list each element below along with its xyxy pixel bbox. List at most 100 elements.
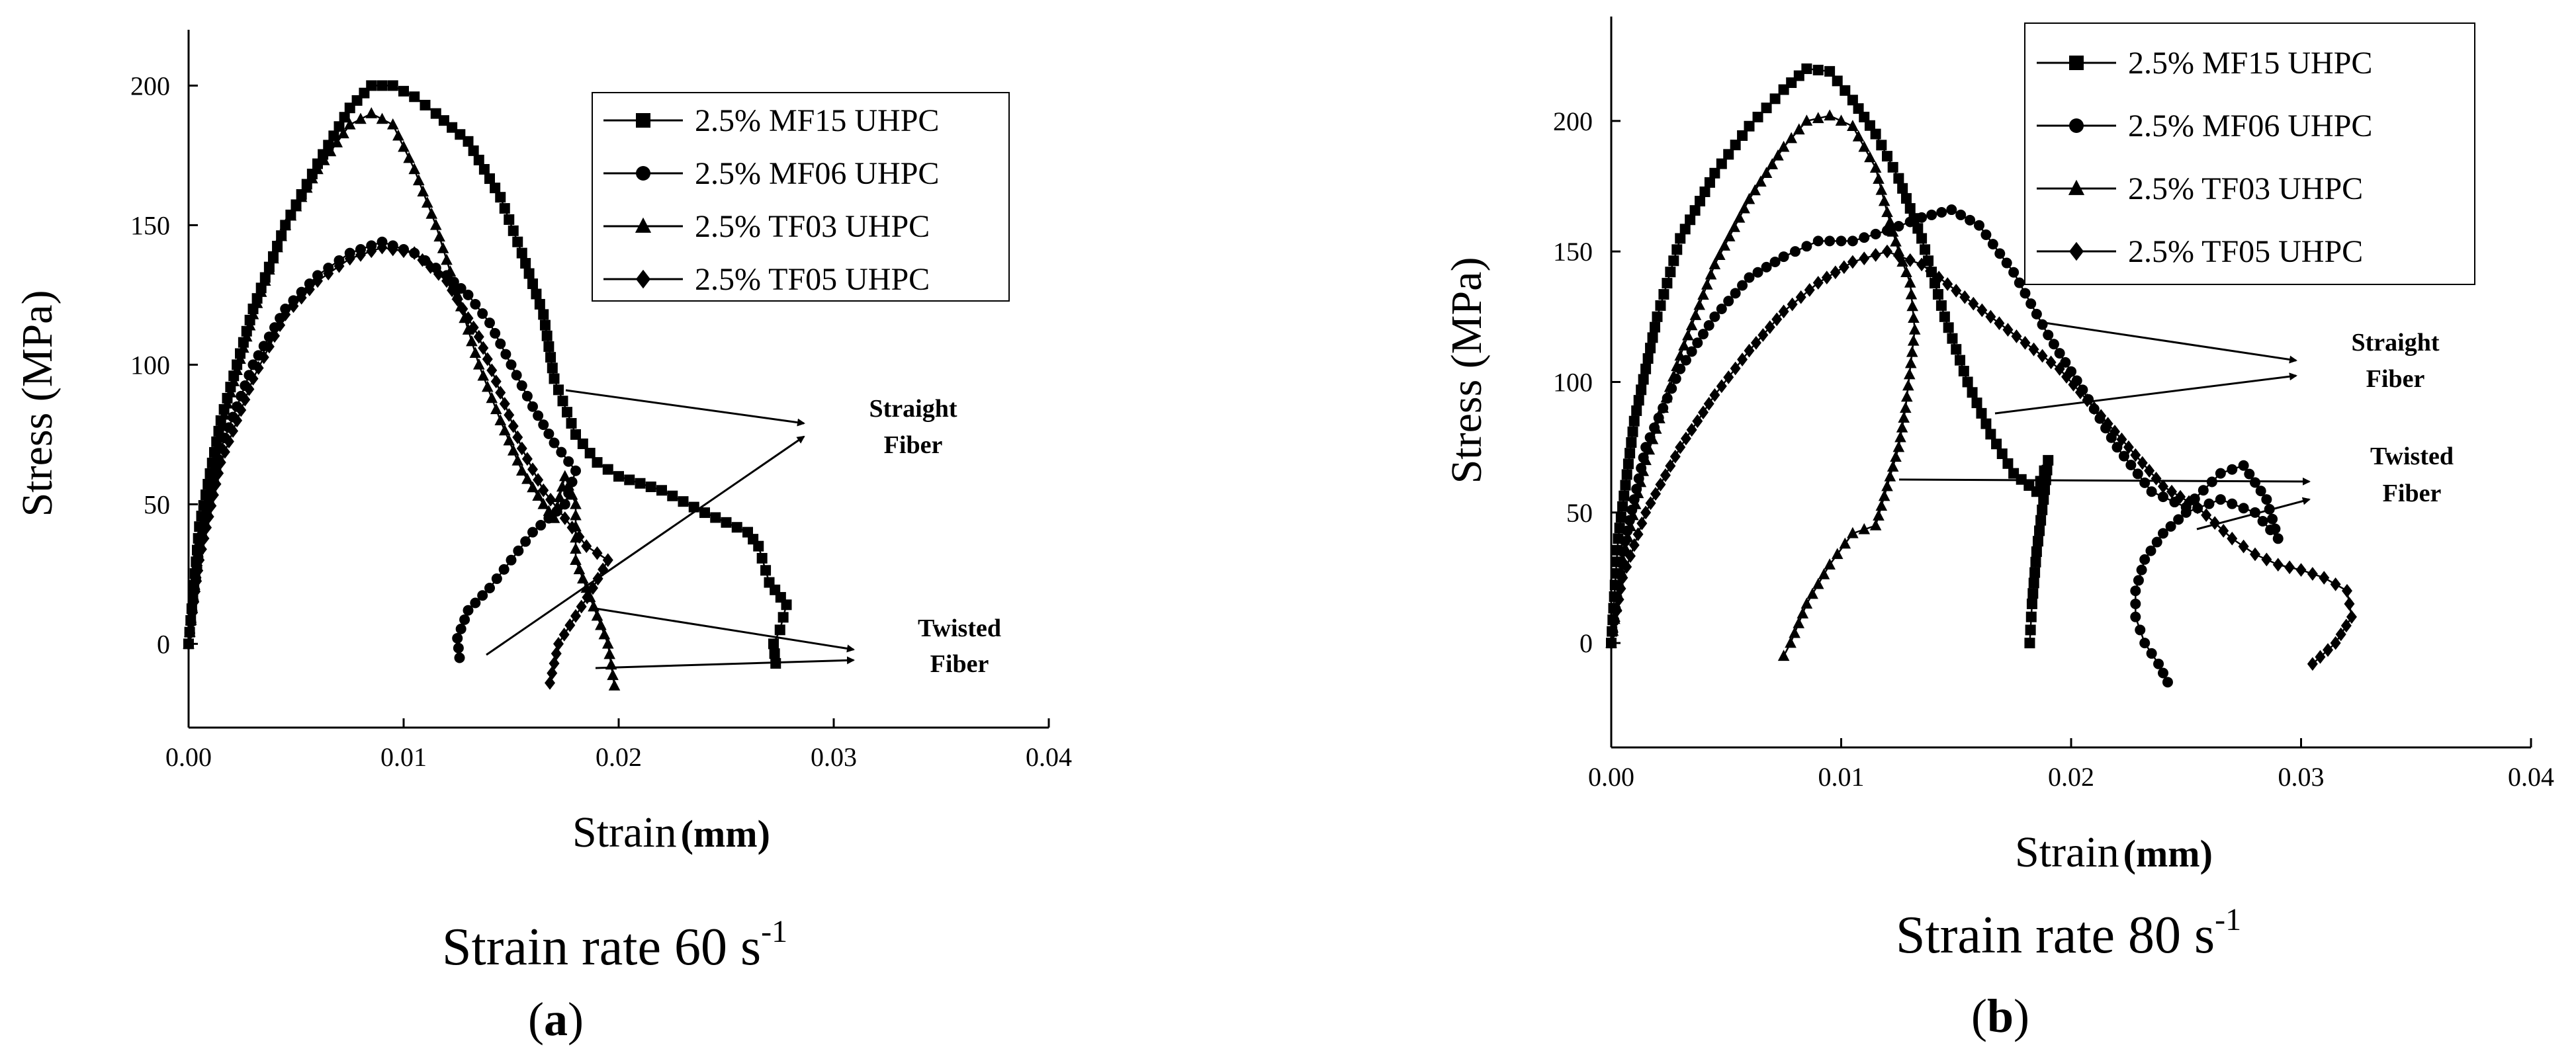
series-line	[187, 241, 577, 658]
data-point	[186, 616, 197, 630]
data-point	[1789, 626, 1800, 638]
data-point	[1873, 509, 1885, 521]
data-point	[267, 252, 279, 264]
data-point	[1660, 391, 1673, 403]
data-point	[1703, 396, 1714, 411]
data-point	[607, 669, 619, 681]
annotation-arrow	[2044, 321, 2297, 364]
data-point	[403, 151, 415, 163]
data-point	[2227, 498, 2238, 509]
data-point	[541, 330, 553, 341]
data-point	[490, 327, 501, 339]
data-point	[1637, 464, 1650, 476]
data-point	[504, 214, 515, 225]
data-point	[595, 618, 607, 630]
data-point	[2145, 545, 2156, 556]
data-point	[2315, 650, 2326, 664]
data-point	[1755, 175, 1767, 187]
data-point	[1777, 140, 1790, 152]
data-point	[1926, 209, 1937, 220]
data-point	[515, 464, 528, 476]
data-point	[1991, 439, 2002, 450]
data-point	[1624, 520, 1636, 532]
data-point	[1853, 103, 1864, 114]
annotation-straight-line1: Straight	[2352, 329, 2440, 357]
strain-rate-sup: -1	[761, 914, 787, 949]
data-point	[1875, 499, 1888, 511]
data-point	[1870, 128, 1881, 140]
data-point	[1617, 571, 1628, 585]
panel-a-label: (a)	[528, 993, 584, 1046]
data-point	[339, 112, 350, 123]
data-point	[2137, 456, 2148, 470]
data-point	[527, 401, 538, 412]
data-point	[2295, 563, 2307, 577]
data-point	[537, 497, 550, 509]
data-point	[513, 545, 524, 556]
data-point	[2045, 355, 2057, 370]
data-point	[1631, 405, 1642, 416]
x-axis-name: Strain	[2015, 828, 2119, 876]
data-point	[1737, 130, 1748, 141]
data-point	[760, 565, 772, 576]
data-point	[2001, 257, 2012, 269]
annotation-arrow	[1994, 372, 2297, 415]
data-point	[199, 531, 210, 546]
data-point	[1697, 288, 1709, 300]
data-point	[576, 599, 587, 614]
data-point	[551, 646, 562, 661]
data-point	[1884, 216, 1896, 227]
data-point	[1935, 300, 1947, 311]
data-point	[1737, 353, 1748, 366]
x-tick-label: 0.00	[1588, 762, 1634, 792]
data-point	[333, 259, 345, 273]
data-point	[1655, 478, 1666, 491]
data-point	[2002, 458, 2014, 469]
data-point	[392, 129, 404, 141]
data-point	[1882, 151, 1892, 162]
data-point	[417, 253, 428, 267]
data-point	[470, 298, 481, 310]
data-point	[1907, 334, 1920, 346]
strain-rate-sup: -1	[2215, 902, 2241, 937]
data-point	[1619, 490, 1630, 501]
data-point	[581, 539, 592, 554]
data-point	[433, 267, 444, 281]
data-point	[490, 183, 501, 194]
data-point	[1692, 337, 1703, 349]
y-tick-label: 150	[130, 210, 170, 240]
data-point	[1962, 376, 1973, 388]
data-point	[484, 173, 495, 185]
annotation-arrow	[1898, 477, 2311, 485]
data-point	[602, 553, 613, 568]
data-point	[2307, 657, 2318, 671]
data-point	[1965, 214, 1976, 226]
data-point	[421, 196, 433, 208]
data-point	[591, 609, 603, 621]
data-point	[2146, 486, 2157, 497]
data-point	[645, 482, 656, 493]
data-point	[1847, 527, 1859, 538]
legend-entry: 2.5% MF06 UHPC	[2037, 108, 2372, 144]
data-point	[1730, 361, 1741, 376]
legend-entry: 2.5% TF05 UHPC	[603, 262, 930, 297]
data-point	[2144, 464, 2155, 478]
data-point	[318, 153, 330, 165]
data-point	[447, 283, 458, 298]
data-point	[1671, 360, 1683, 372]
data-point	[547, 666, 558, 681]
data-point	[1951, 283, 1962, 298]
data-point	[1881, 480, 1893, 491]
data-point	[2025, 298, 2037, 310]
data-point	[494, 414, 507, 425]
data-point	[1650, 321, 1661, 333]
data-point	[337, 127, 349, 139]
data-point	[602, 464, 613, 475]
data-point	[478, 164, 490, 175]
paren-close: )	[568, 993, 584, 1046]
data-point	[2116, 432, 2127, 446]
x-axis-unit: (mm)	[681, 812, 770, 855]
data-point	[2250, 477, 2260, 488]
data-point	[1778, 251, 1789, 263]
data-point	[613, 471, 624, 482]
